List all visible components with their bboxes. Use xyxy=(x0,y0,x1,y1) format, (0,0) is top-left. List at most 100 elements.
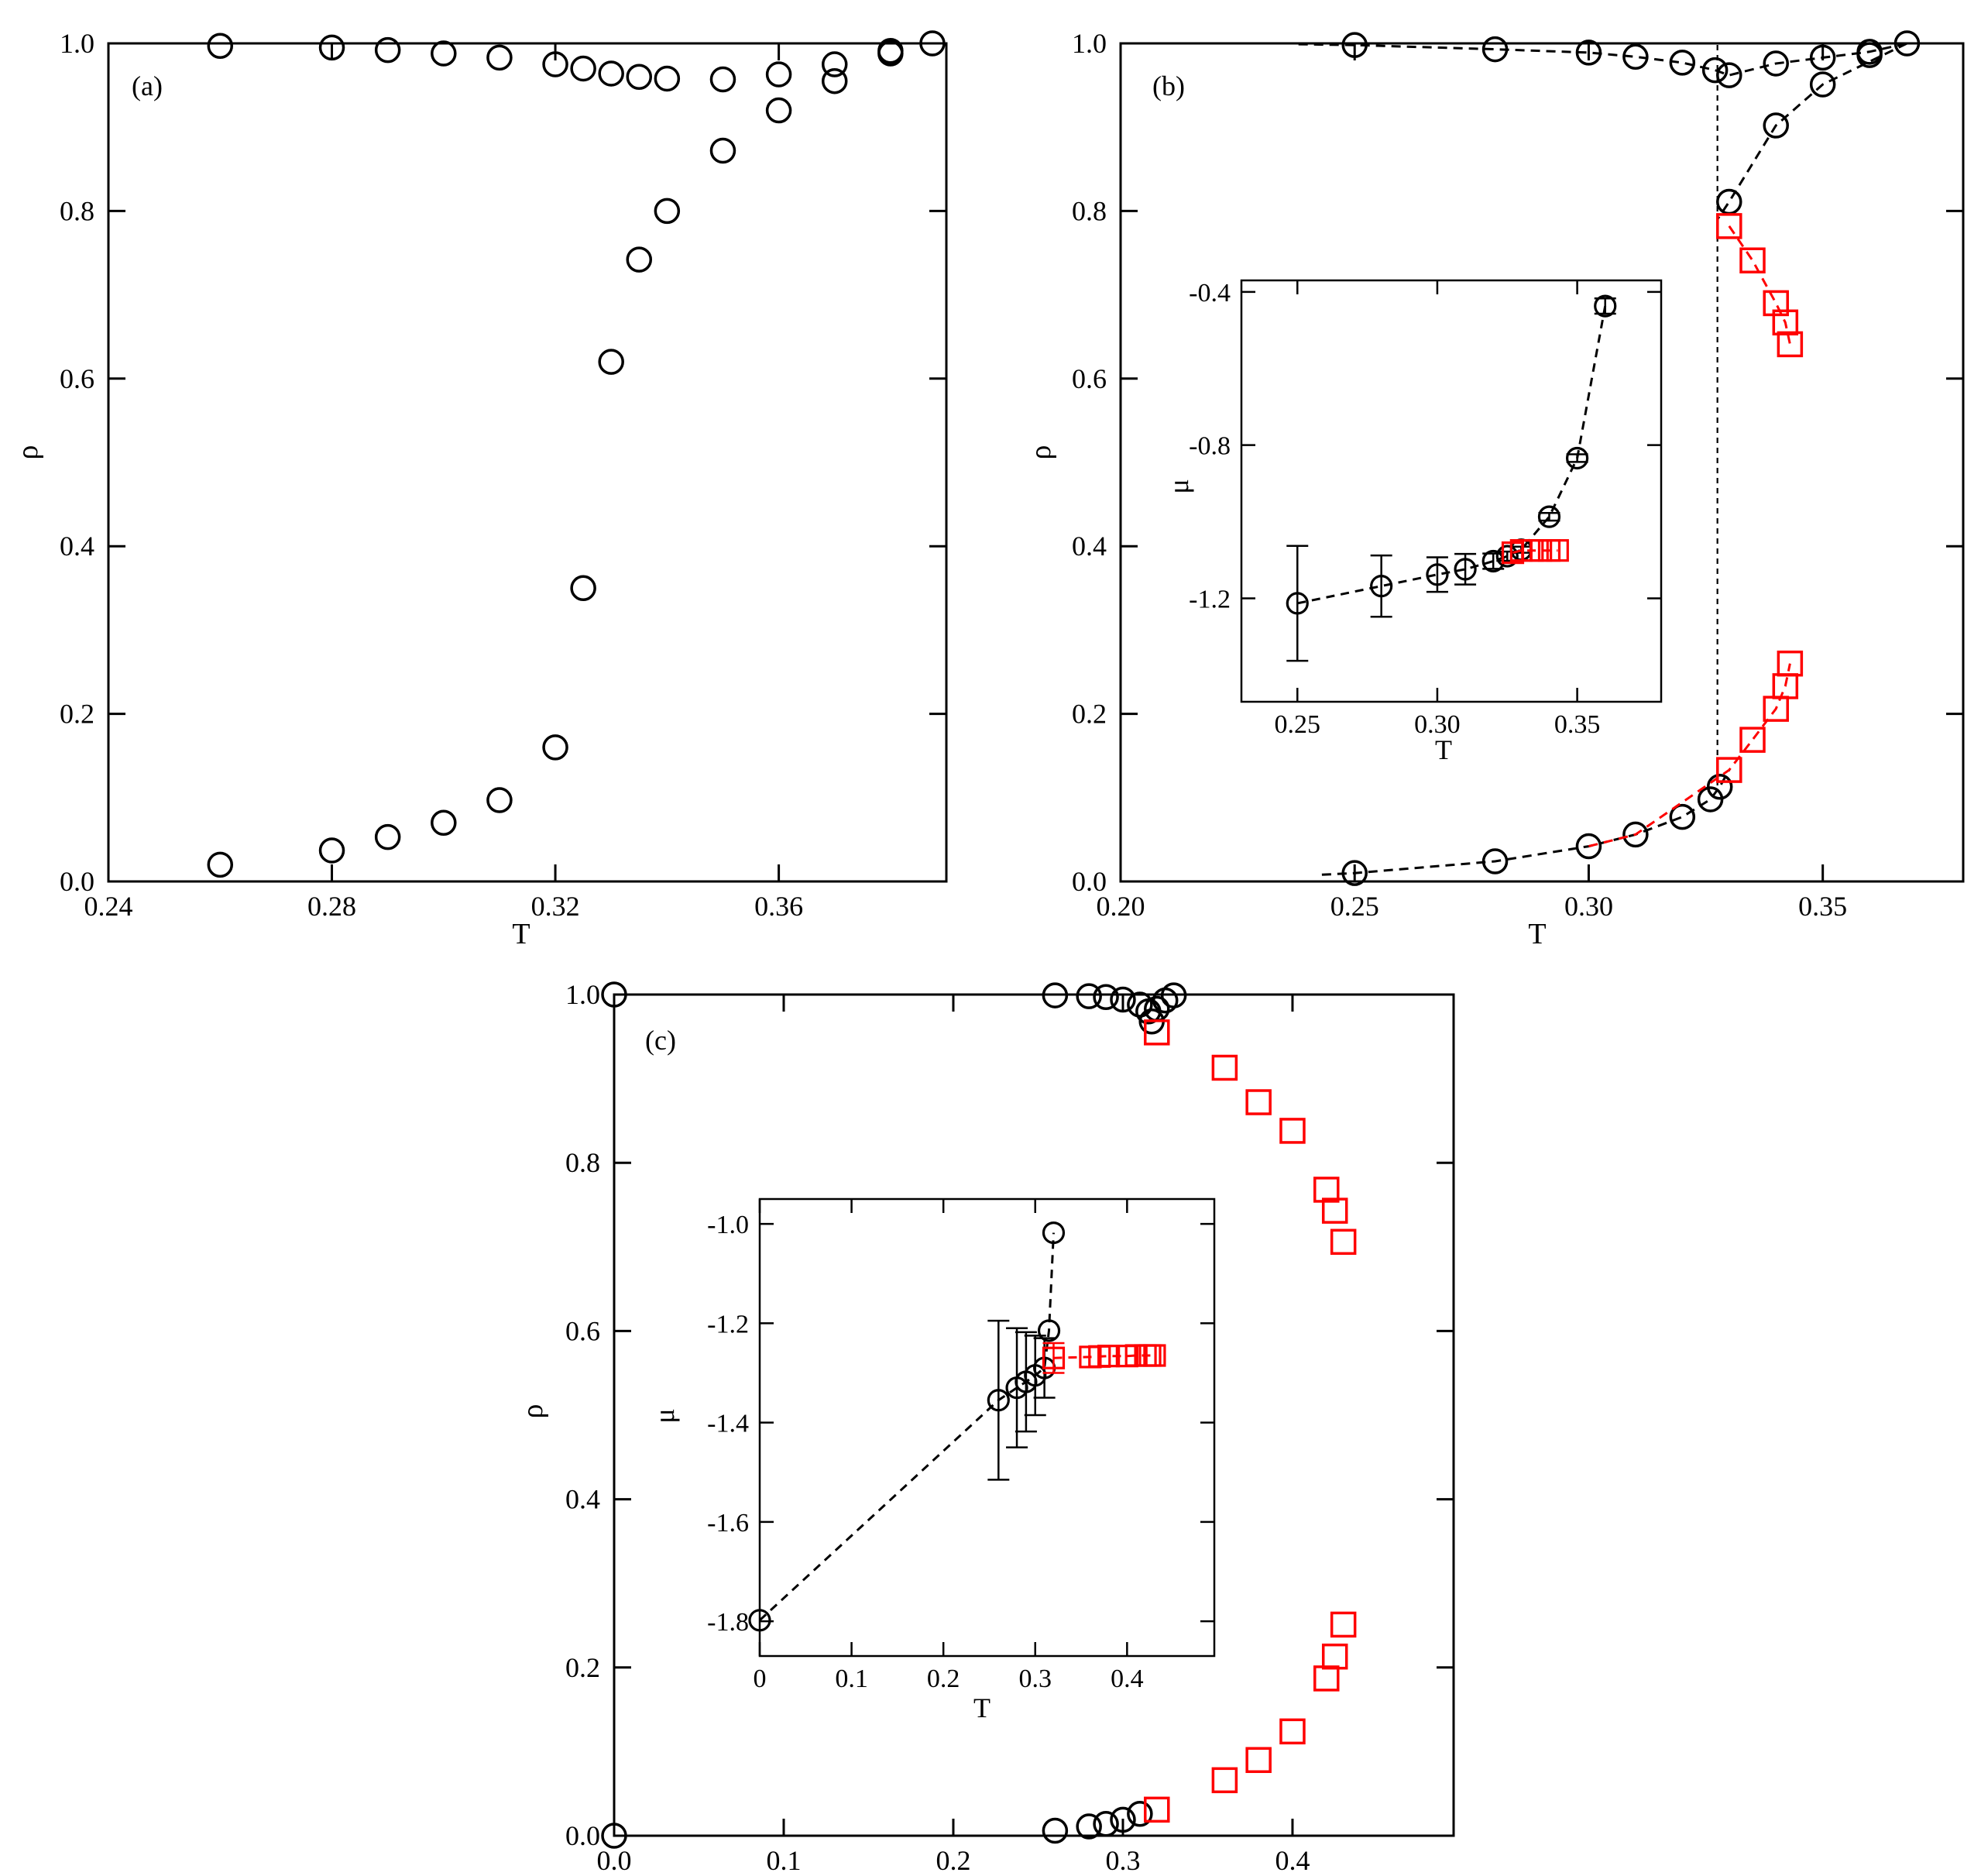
panel-a-circle-point xyxy=(486,787,513,813)
panel-c-square-point xyxy=(1211,1767,1238,1794)
panel-b-inset-xtick-label: 0.25 xyxy=(1275,710,1321,739)
panel-b-ylabel: ρ xyxy=(1025,445,1057,460)
panel-b-inset-xlabel: T xyxy=(1435,734,1452,765)
panel-c-circle-point xyxy=(1110,1806,1136,1833)
panel-b-circle-point xyxy=(1575,40,1602,66)
panel-b-inset-series-0 xyxy=(1286,294,1617,662)
panel-c-inset-ytick-label: -1.4 xyxy=(707,1410,749,1438)
panel-c-ytick-label: 0.8 xyxy=(565,1147,600,1178)
panel-c-inset-square-point xyxy=(1097,1345,1121,1368)
panel-b-circle-point xyxy=(1575,833,1602,860)
panel-c-inset-ytick-label: -1.6 xyxy=(707,1509,749,1538)
panel-c-series-0 xyxy=(601,981,1187,1849)
panel-a-xtick-label: 0.36 xyxy=(754,891,803,922)
panel-c-xtick-label: 0.4 xyxy=(1275,1845,1310,1876)
panel-a-ytick-label: 0.4 xyxy=(60,531,94,562)
panel-b-series-4 xyxy=(1588,650,1804,848)
panel-b-series-4-line xyxy=(1588,663,1791,848)
panel-b-inset-circle-point xyxy=(1370,575,1393,598)
panel-b-circle-point xyxy=(1809,44,1836,71)
panel-c-circle-point xyxy=(1093,1811,1119,1837)
panel-c-xtick-label: 0.3 xyxy=(1105,1845,1140,1876)
panel-b-circle-point xyxy=(1893,30,1921,57)
panel-b-xtick-label: 0.35 xyxy=(1798,891,1847,922)
panel-b-square-point xyxy=(1716,757,1742,783)
panel-c-circle-point xyxy=(601,1823,627,1849)
panel-c-circle-point xyxy=(1093,984,1119,1011)
panel-a-circle-point xyxy=(318,34,345,61)
panel-b-circle-point xyxy=(1856,42,1883,68)
panel-b-ytick-label: 0.4 xyxy=(1072,531,1107,562)
panel-a-circle-point xyxy=(542,734,568,761)
panel-a-ylabel: ρ xyxy=(12,445,44,460)
panel-b-inset-ytick-label: -0.8 xyxy=(1189,432,1231,461)
panel-b-inset-series-0-line xyxy=(1296,305,1607,605)
panel-a-ytick-label: 1.0 xyxy=(60,28,94,59)
panel-b-frame xyxy=(1119,42,1965,883)
panel-b-xtick-label: 0.25 xyxy=(1330,891,1379,922)
panel-c-circle-point xyxy=(1076,983,1102,1009)
panel-b-inset-frame xyxy=(1240,279,1663,703)
panel-c-ytick-label: 0.0 xyxy=(565,1820,600,1851)
panel-c-ytick-label: 0.2 xyxy=(565,1652,600,1683)
panel-b-series-3-line xyxy=(1728,225,1791,345)
panel-b-series-0-line xyxy=(1298,42,1907,77)
panel-b-inset-circle-point xyxy=(1286,592,1309,615)
panel-b-circle-point xyxy=(1716,62,1742,88)
panel-b-square-point xyxy=(1777,650,1804,677)
panel-c-square-point xyxy=(1279,1118,1306,1144)
panel-b-ytick-label: 0.0 xyxy=(1072,866,1107,897)
panel-b-inset-ylabel: μ xyxy=(1163,479,1194,493)
panel-c-inset-xtick-label: 0.3 xyxy=(1019,1665,1052,1693)
panel-c-circle-point xyxy=(1127,1801,1153,1827)
panel-b-inset-ytick-label: -0.4 xyxy=(1189,279,1231,308)
panel-b-inset-series-1 xyxy=(1501,539,1569,565)
panel-b-square-point xyxy=(1777,331,1804,358)
panel-b-circle-point xyxy=(1706,773,1733,800)
panel-c-xtick-label: 0.2 xyxy=(936,1845,970,1876)
panel-c-inset-xlabel: T xyxy=(973,1692,991,1723)
panel-a-circle-point xyxy=(207,851,234,878)
panel-b-circle-point xyxy=(1341,860,1368,886)
panel-c-inset-square-point xyxy=(1042,1346,1066,1369)
panel-a-circle-point xyxy=(374,823,401,850)
panel-a-frame xyxy=(107,42,948,883)
panel-b-inset-square-point xyxy=(1546,539,1569,562)
panel-b-inset-xtick-label: 0.30 xyxy=(1414,710,1461,739)
panel-c-inset-xtick-label: 0.1 xyxy=(835,1665,868,1693)
panel-b-ytick-label: 0.2 xyxy=(1072,699,1107,730)
panel-b-square-point xyxy=(1763,290,1789,317)
panel-b-circle-point xyxy=(1622,43,1649,70)
panel-c-xtick-label: 0.0 xyxy=(597,1845,632,1876)
panel-a-circle-point xyxy=(626,246,653,273)
panel-a-circle-point xyxy=(431,40,457,67)
panel-b-plot: 0.20 0.25 0.30 0.35 0.0 0.2 0.4 0.6 0.8 1.0 xyxy=(1072,28,1965,922)
panel-a-circle-point xyxy=(207,33,234,59)
panel-c-square-point xyxy=(1330,1228,1357,1256)
panel-c-inset-series-1 xyxy=(1042,1342,1166,1374)
panel-b-inset-circle-point xyxy=(1454,558,1477,581)
panel-b-series-0 xyxy=(1298,30,1921,88)
panel-c-ytick-label: 0.4 xyxy=(565,1484,600,1515)
panel-a-circle-point xyxy=(570,55,596,82)
panel-c-circle-point xyxy=(1042,1817,1069,1844)
panel-c-inset-ytick-label: -1.8 xyxy=(707,1608,749,1637)
panel-c-square-point xyxy=(1330,1611,1357,1638)
panel-b-inset-circle-point xyxy=(1426,563,1449,586)
panel-c-inset-xtick-label: 0.2 xyxy=(927,1665,960,1693)
panel-c-inset-ytick-label: -1.2 xyxy=(707,1310,749,1338)
panel-a-xlabel: T xyxy=(512,918,530,950)
panel-c-frame xyxy=(613,993,1455,1837)
panel-a-circle-point xyxy=(821,51,848,77)
panel-a-circle-point xyxy=(626,64,653,91)
panel-b-square-point xyxy=(1772,309,1799,336)
panel-b-series-1 xyxy=(1716,42,1908,221)
panel-a-circle-point xyxy=(374,36,401,64)
panel-a-xtick-label: 0.24 xyxy=(84,891,133,922)
panel-a-series-0 xyxy=(207,30,946,878)
panel-a-circle-point xyxy=(765,61,792,88)
panel-a-circle-point xyxy=(654,198,681,225)
panel-c-inset-xtick-label: 0.4 xyxy=(1111,1665,1144,1693)
panel-a-circle-point xyxy=(570,575,596,602)
